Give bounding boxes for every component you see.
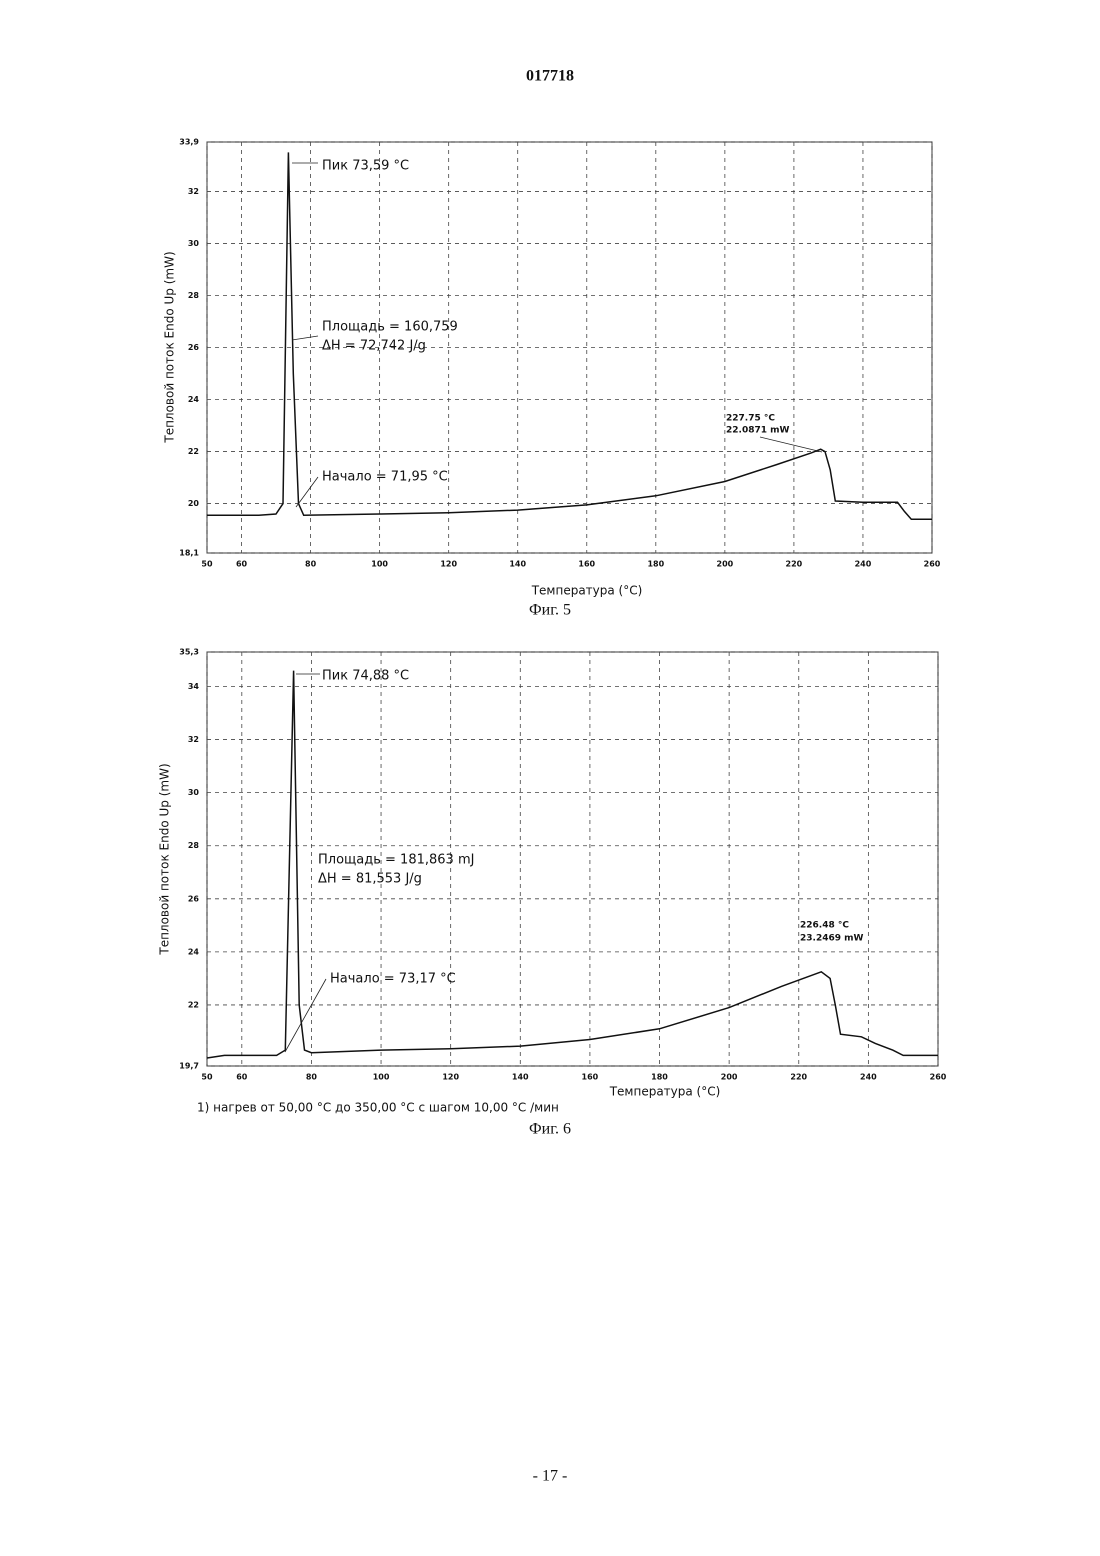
x-tick-label: 260 xyxy=(924,560,941,569)
annotation: Площадь = 160,759 xyxy=(322,320,458,335)
y-axis-label: Тепловой поток Endo Up (mW) xyxy=(158,763,172,955)
x-tick-label: 60 xyxy=(236,560,248,569)
footer: - 17 - xyxy=(533,1468,568,1485)
x-tick-label: 140 xyxy=(509,560,526,569)
annotation: Начало = 71,95 °C xyxy=(322,470,448,485)
x-tick-label: 240 xyxy=(860,1073,877,1082)
y-tick-label: 32 xyxy=(188,735,199,744)
x-tick-label: 80 xyxy=(306,1073,318,1082)
x-tick-label: 180 xyxy=(651,1073,668,1082)
x-tick-label: 100 xyxy=(371,560,388,569)
x-tick-label: 50 xyxy=(201,560,213,569)
x-axis-label: Температура (°C) xyxy=(609,1085,721,1099)
y-tick-label: 19,7 xyxy=(179,1062,199,1071)
annotation: 23.2469 mW xyxy=(800,934,864,944)
data-line xyxy=(207,671,938,1058)
y-tick-label: 28 xyxy=(188,291,200,300)
annotation: Площадь = 181,863 mJ xyxy=(318,853,474,868)
x-tick-label: 220 xyxy=(786,560,803,569)
page: 017718 - 17 - 50 60 80 100 120 140 160 180 200 22… xyxy=(0,0,1100,1556)
x-tick-label: 200 xyxy=(717,560,734,569)
document: 017718 - 17 - 50 60 80 100 120 140 160 180 200 22… xyxy=(0,0,1100,1556)
plot-frame xyxy=(207,652,938,1066)
x-tick-label: 140 xyxy=(512,1073,529,1082)
y-tick-label: 35,3 xyxy=(179,648,199,657)
y-tick-label: 24 xyxy=(188,395,200,404)
x-tick-label: 160 xyxy=(578,560,595,569)
y-axis-label: Тепловой поток Endo Up (mW) xyxy=(163,251,177,443)
leader-line xyxy=(760,437,822,452)
y-tick-label: 30 xyxy=(188,239,200,248)
y-tick-label: 26 xyxy=(188,343,200,352)
annotation: 226.48 °C xyxy=(800,921,849,931)
figure-caption: Фиг. 6 xyxy=(529,1121,571,1138)
y-tick-label: 20 xyxy=(188,499,200,508)
x-tick-label: 120 xyxy=(442,1073,459,1082)
y-tick-label: 32 xyxy=(188,187,199,196)
leader-line xyxy=(296,477,318,507)
x-tick-label: 120 xyxy=(440,560,457,569)
y-tick-label: 18,1 xyxy=(179,549,199,558)
data-line xyxy=(207,152,932,519)
y-tick-label: 30 xyxy=(188,788,200,797)
header: 017718 xyxy=(526,68,574,85)
x-tick-label: 220 xyxy=(790,1073,807,1082)
annotation: ΔH = 72,742 J/g xyxy=(322,339,426,354)
y-tick-label: 28 xyxy=(188,841,200,850)
annotation: 227.75 °C xyxy=(726,414,775,424)
x-tick-label: 80 xyxy=(305,560,317,569)
x-tick-label: 180 xyxy=(647,560,664,569)
footnote: 1) нагрев от 50,00 °C до 350,00 °C с шаг… xyxy=(197,1101,559,1115)
y-tick-label: 34 xyxy=(188,682,200,691)
x-tick-label: 200 xyxy=(721,1073,738,1082)
annotation: ΔH = 81,553 J/g xyxy=(318,872,422,887)
y-tick-label: 26 xyxy=(188,894,200,903)
x-tick-label: 240 xyxy=(855,560,872,569)
leader-line xyxy=(292,336,318,340)
x-tick-label: 100 xyxy=(373,1073,390,1082)
y-tick-label: 33,9 xyxy=(179,138,199,147)
x-tick-label: 160 xyxy=(582,1073,599,1082)
x-tick-label: 260 xyxy=(930,1073,947,1082)
annotation: 22.0871 mW xyxy=(726,426,790,436)
figure-caption: Фиг. 5 xyxy=(529,602,571,619)
leader-line xyxy=(285,979,326,1052)
x-tick-label: 50 xyxy=(201,1073,213,1082)
annotation: Пик 73,59 °C xyxy=(322,159,409,174)
annotation: Пик 74,88 °C xyxy=(322,669,409,684)
x-axis-label: Температура (°C) xyxy=(531,584,643,598)
x-tick-label: 60 xyxy=(236,1073,248,1082)
y-tick-label: 22 xyxy=(188,447,199,456)
annotation: Начало = 73,17 °C xyxy=(330,972,456,987)
y-tick-label: 24 xyxy=(188,947,200,956)
y-tick-label: 22 xyxy=(188,1000,199,1009)
